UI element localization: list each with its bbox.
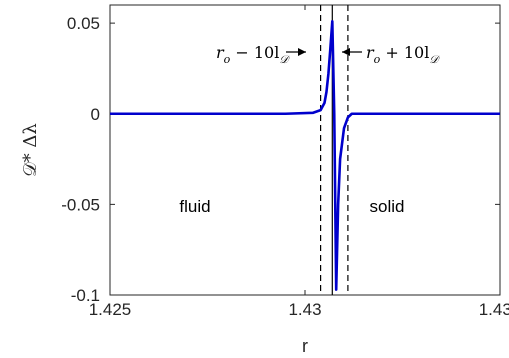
annotation-right-arrowhead xyxy=(342,48,350,56)
region-label-fluid: fluid xyxy=(179,197,210,216)
series-line xyxy=(110,21,500,289)
y-tick-label: -0.1 xyxy=(71,286,100,305)
y-tick-label: 0 xyxy=(91,105,100,124)
region-label-solid: solid xyxy=(370,197,405,216)
annotation-right-label: ro + 10l𝒟 xyxy=(366,43,440,66)
x-tick-label: 1.43 xyxy=(288,300,321,319)
y-axis-label: 𝒟* Δλ xyxy=(20,123,41,177)
annotation-right: ro + 10l𝒟 xyxy=(342,43,440,66)
y-tick-label: 0.05 xyxy=(67,14,100,33)
annotation-left-label: ro − 10l𝒟 xyxy=(216,43,290,66)
x-tick-label: 1.435 xyxy=(479,300,509,319)
annotation-left-arrowhead xyxy=(298,48,306,56)
annotation-left: ro − 10l𝒟 xyxy=(216,43,306,66)
y-tick-label: -0.05 xyxy=(61,195,100,214)
x-axis-label: r xyxy=(302,336,308,356)
series-layer xyxy=(110,21,500,289)
plot-frame xyxy=(110,5,500,295)
